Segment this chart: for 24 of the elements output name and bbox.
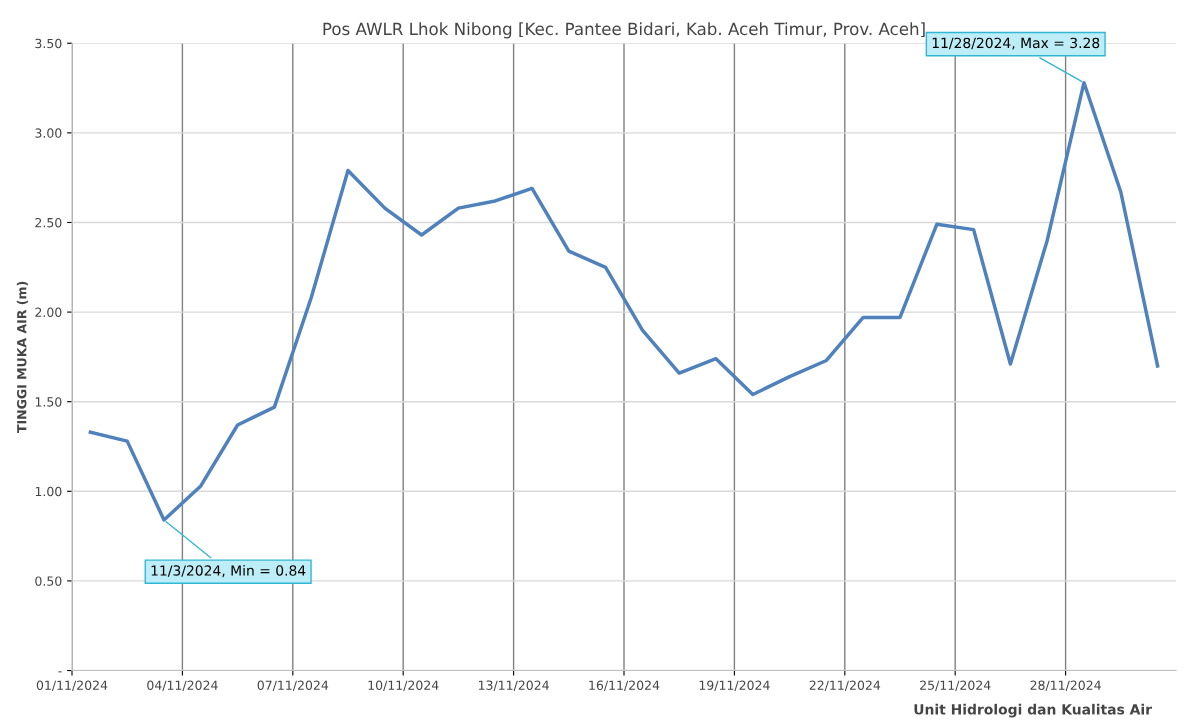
x-tick-label: 19/11/2024 [699, 680, 770, 691]
x-tick-label: 22/11/2024 [809, 680, 881, 691]
x-tick-label: 13/11/2024 [478, 680, 549, 691]
y-tick-label: 3.00 [35, 128, 62, 138]
y-tick-label: - [58, 671, 62, 673]
x-tick-label: 01/11/2024 [36, 680, 108, 691]
x-tick-label: 28/11/2024 [1030, 680, 1101, 691]
x-tick-label: 07/11/2024 [257, 680, 329, 691]
y-tick-label: 3.50 [35, 38, 62, 49]
chart-title: Pos AWLR Lhok Nibong [Kec. Pantee Bidari, Kab. Aceh Timur, Prov. Aceh] [323, 22, 925, 39]
x-tick-label: 16/11/2024 [589, 680, 660, 691]
text: Unit Hidrologi dan Kualitas Air [914, 703, 1152, 718]
line-series [88, 80, 1160, 522]
x-tick-label: 10/11/2024 [368, 680, 439, 691]
annotation: 11/3/2024, Min = 0.84 [151, 564, 306, 578]
annotation: 11/28/2024, Max = 3.28 [932, 37, 1100, 50]
x-tick-label: 25/11/2024 [920, 680, 991, 691]
y-tick-label: 0.50 [35, 576, 62, 586]
y-tick-label: 1.50 [35, 397, 62, 407]
y-tick-label: 2.00 [35, 307, 62, 318]
y-tick-label: 1.00 [35, 486, 62, 497]
x-tick-label: 04/11/2024 [147, 680, 218, 691]
y-tick-label: 2.50 [35, 217, 62, 228]
y-axis-title: TINGGI MUKA AIR (m) [16, 281, 28, 433]
